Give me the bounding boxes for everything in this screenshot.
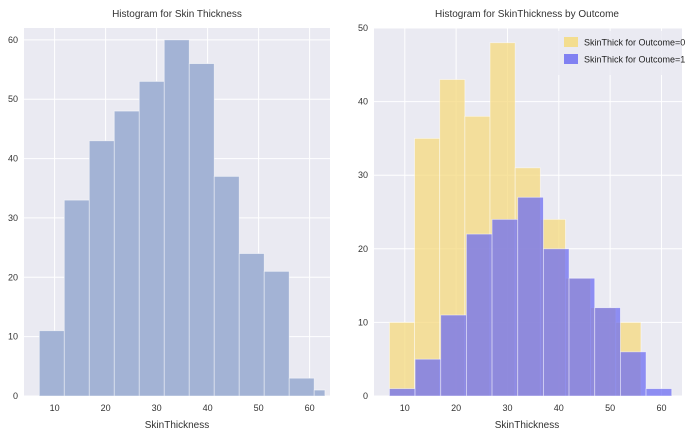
histogram-bar — [188, 63, 215, 397]
histogram-bar — [163, 39, 190, 397]
y-tick-label: 30 — [358, 170, 368, 180]
histogram-bar — [313, 389, 326, 397]
chart-title: Histogram for Skin Thickness — [112, 9, 242, 20]
histogram-bar — [213, 175, 240, 397]
chart-title: Histogram for SkinThickness by Outcome — [435, 9, 619, 20]
histogram-bar — [568, 277, 596, 397]
chart-skin-thickness-by-outcome: 10 20 30 40 50 60 0 10 20 30 40 50 Histogram for Sk… — [358, 9, 685, 431]
histogram-bar — [263, 270, 290, 397]
histogram-bar — [113, 110, 140, 397]
histogram-bar — [645, 388, 673, 397]
legend-label: SkinThick for Outcome=1 — [584, 55, 685, 65]
x-tick-label: 30 — [502, 403, 512, 413]
histogram-bar — [38, 330, 65, 397]
bars — [38, 39, 326, 397]
histogram-bar — [543, 248, 570, 397]
y-tick-label: 0 — [13, 391, 18, 401]
y-tick-label: 10 — [8, 332, 18, 342]
histogram-bar — [388, 321, 415, 397]
x-tick-label: 50 — [254, 403, 264, 413]
x-tick-label: 20 — [451, 403, 461, 413]
y-tick-label: 40 — [8, 154, 18, 164]
x-tick-label: 20 — [101, 403, 111, 413]
x-tick-label: 40 — [554, 403, 564, 413]
histogram-bar — [414, 137, 441, 397]
y-tick-label: 30 — [8, 213, 18, 223]
histogram-bar — [465, 233, 493, 397]
histogram-bar — [414, 358, 442, 397]
x-axis-label: SkinThickness — [495, 420, 559, 431]
y-tick-label: 10 — [358, 317, 368, 327]
y-tick-label: 50 — [8, 94, 18, 104]
y-tick-label: 20 — [8, 272, 18, 282]
histogram-bar — [620, 351, 647, 397]
histogram-bar — [491, 218, 519, 397]
y-tick-label: 0 — [363, 391, 368, 401]
histogram-bar — [238, 253, 265, 397]
x-tick-label: 50 — [605, 403, 615, 413]
x-tick-label: 10 — [50, 403, 60, 413]
legend-label: SkinThick for Outcome=0 — [584, 38, 685, 48]
x-tick-label: 60 — [305, 403, 315, 413]
y-tick-label: 20 — [358, 244, 368, 254]
histogram-bar — [440, 314, 467, 397]
plot-area — [374, 27, 682, 397]
legend-swatch — [564, 54, 578, 64]
y-tick-label: 50 — [358, 23, 368, 33]
x-tick-label: 40 — [203, 403, 213, 413]
y-tick-label: 40 — [358, 97, 368, 107]
histogram-bar — [288, 377, 315, 397]
histogram-bar — [88, 140, 115, 397]
bars — [388, 42, 673, 397]
x-axis-label: SkinThickness — [145, 420, 209, 431]
histogram-bar — [517, 196, 544, 397]
histogram-bar — [594, 307, 621, 397]
chart-skin-thickness: 10 20 30 40 50 60 0 10 20 30 40 50 60 Histogram for … — [8, 9, 330, 431]
x-tick-label: 30 — [152, 403, 162, 413]
plot-area — [24, 28, 330, 397]
histogram-bar — [388, 388, 416, 397]
x-tick-label: 60 — [656, 403, 666, 413]
histogram-bar — [63, 199, 90, 397]
legend: SkinThick for Outcome=0 SkinThick for Out… — [558, 31, 685, 75]
x-tick-label: 10 — [400, 403, 410, 413]
y-tick-label: 60 — [8, 35, 18, 45]
legend-swatch — [564, 37, 578, 47]
histogram-bar — [138, 81, 165, 397]
